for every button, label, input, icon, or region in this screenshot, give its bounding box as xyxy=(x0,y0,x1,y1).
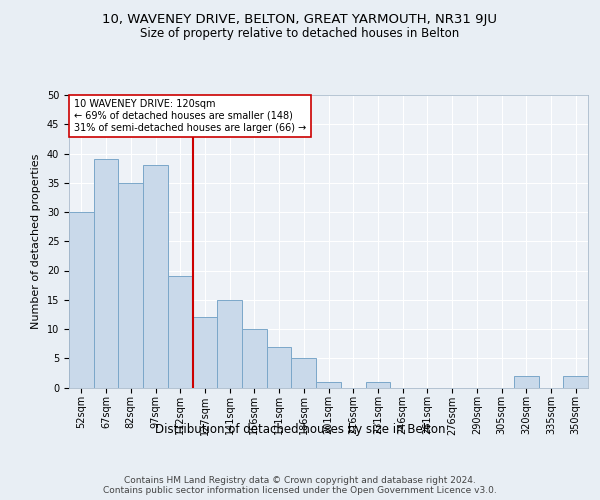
Bar xyxy=(365,382,390,388)
Bar xyxy=(118,183,143,388)
Text: Contains HM Land Registry data © Crown copyright and database right 2024.
Contai: Contains HM Land Registry data © Crown c… xyxy=(103,476,497,495)
Bar xyxy=(217,300,242,388)
Text: Distribution of detached houses by size in Belton: Distribution of detached houses by size … xyxy=(155,422,445,436)
Text: Size of property relative to detached houses in Belton: Size of property relative to detached ho… xyxy=(140,28,460,40)
Bar xyxy=(563,376,588,388)
Text: 10, WAVENEY DRIVE, BELTON, GREAT YARMOUTH, NR31 9JU: 10, WAVENEY DRIVE, BELTON, GREAT YARMOUT… xyxy=(103,12,497,26)
Text: 10 WAVENEY DRIVE: 120sqm
← 69% of detached houses are smaller (148)
31% of semi-: 10 WAVENEY DRIVE: 120sqm ← 69% of detach… xyxy=(74,100,307,132)
Bar xyxy=(168,276,193,388)
Bar xyxy=(94,160,118,388)
Bar xyxy=(316,382,341,388)
Bar xyxy=(514,376,539,388)
Bar xyxy=(242,329,267,388)
Bar xyxy=(292,358,316,388)
Y-axis label: Number of detached properties: Number of detached properties xyxy=(31,154,41,329)
Bar xyxy=(69,212,94,388)
Bar xyxy=(267,346,292,388)
Bar xyxy=(143,165,168,388)
Bar xyxy=(193,318,217,388)
